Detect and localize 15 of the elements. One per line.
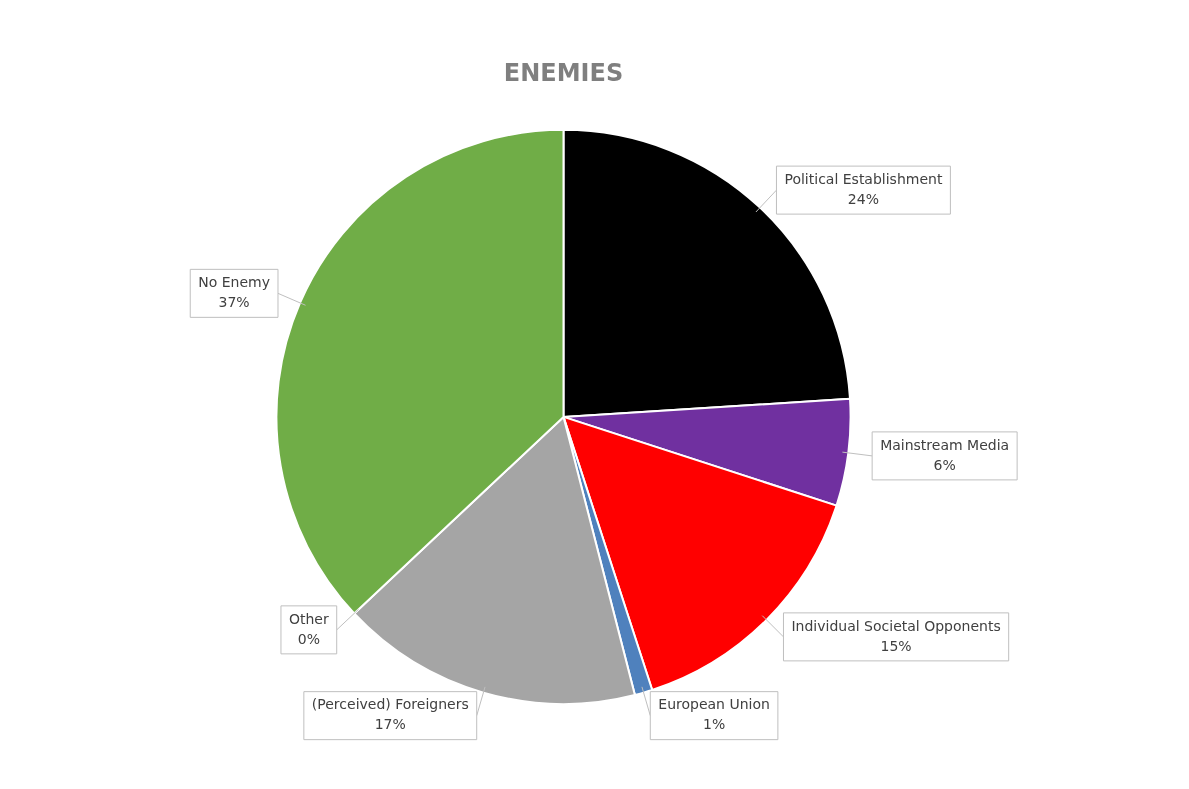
data-label: 1% [702, 716, 726, 733]
slice-label: Mainstream Media [880, 436, 1010, 453]
text: 0% [297, 630, 320, 647]
slice-label: European Union [658, 696, 770, 713]
data-label: 17% [374, 716, 406, 733]
data-label: 37% [218, 293, 250, 310]
data-label: 6% [933, 456, 956, 473]
slice-label: No Enemy [198, 273, 270, 290]
slice-label: Political Establishment [784, 170, 943, 187]
slice-label: (Perceived) Foreigners [311, 696, 469, 713]
legend-label: Other [288, 610, 329, 627]
slice-label: Individual Societal Opponents [791, 617, 1001, 634]
chart-title: ENEMIES [503, 58, 624, 87]
data-label: 15% [880, 637, 912, 654]
data-label: 24% [847, 190, 879, 207]
